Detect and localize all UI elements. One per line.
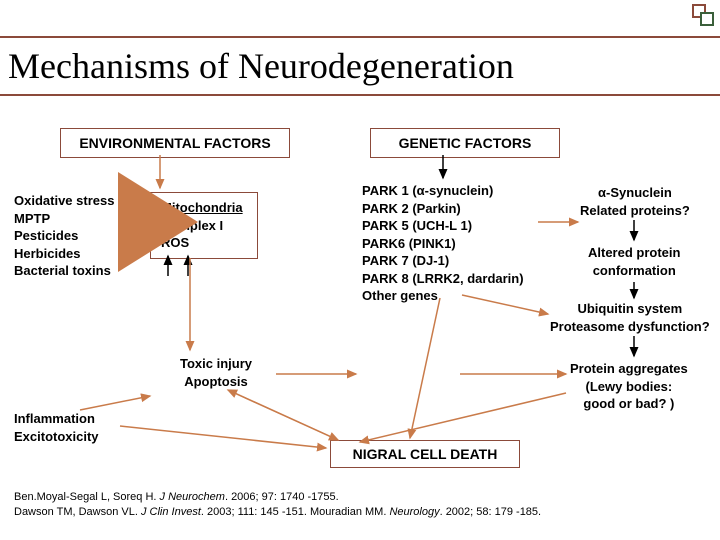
header-genetic: GENETIC FACTORS: [370, 128, 560, 158]
nigral-label: NIGRAL CELL DEATH: [353, 446, 498, 462]
mitochondria-box: MitochondriaComplex IROS: [150, 192, 258, 259]
header-genetic-label: GENETIC FACTORS: [399, 135, 532, 151]
synuclein-block: α-SynucleinRelated proteins?: [580, 184, 690, 219]
park-genes-list: PARK 1 (α-synuclein)PARK 2 (Parkin)PARK …: [362, 182, 524, 305]
title-bar: Mechanisms of Neurodegeneration: [0, 36, 720, 96]
nigral-cell-death-box: NIGRAL CELL DEATH: [330, 440, 520, 468]
citations: Ben.Moyal-Segal L, Soreq H. J Neurochem.…: [14, 490, 541, 520]
page-title: Mechanisms of Neurodegeneration: [8, 45, 514, 87]
altered-protein-block: Altered proteinconformation: [588, 244, 680, 279]
inflammation-block: InflammationExcitotoxicity: [14, 410, 99, 445]
toxic-injury-block: Toxic injuryApoptosis: [180, 355, 252, 390]
aggregates-block: Protein aggregates(Lewy bodies:good or b…: [570, 360, 688, 413]
corner-square-icon: [700, 12, 714, 26]
header-environmental-label: ENVIRONMENTAL FACTORS: [79, 135, 270, 151]
header-environmental: ENVIRONMENTAL FACTORS: [60, 128, 290, 158]
ubiquitin-block: Ubiquitin systemProteasome dysfunction?: [550, 300, 710, 335]
oxidative-stress-list: Oxidative stressMPTPPesticidesHerbicides…: [14, 192, 114, 280]
